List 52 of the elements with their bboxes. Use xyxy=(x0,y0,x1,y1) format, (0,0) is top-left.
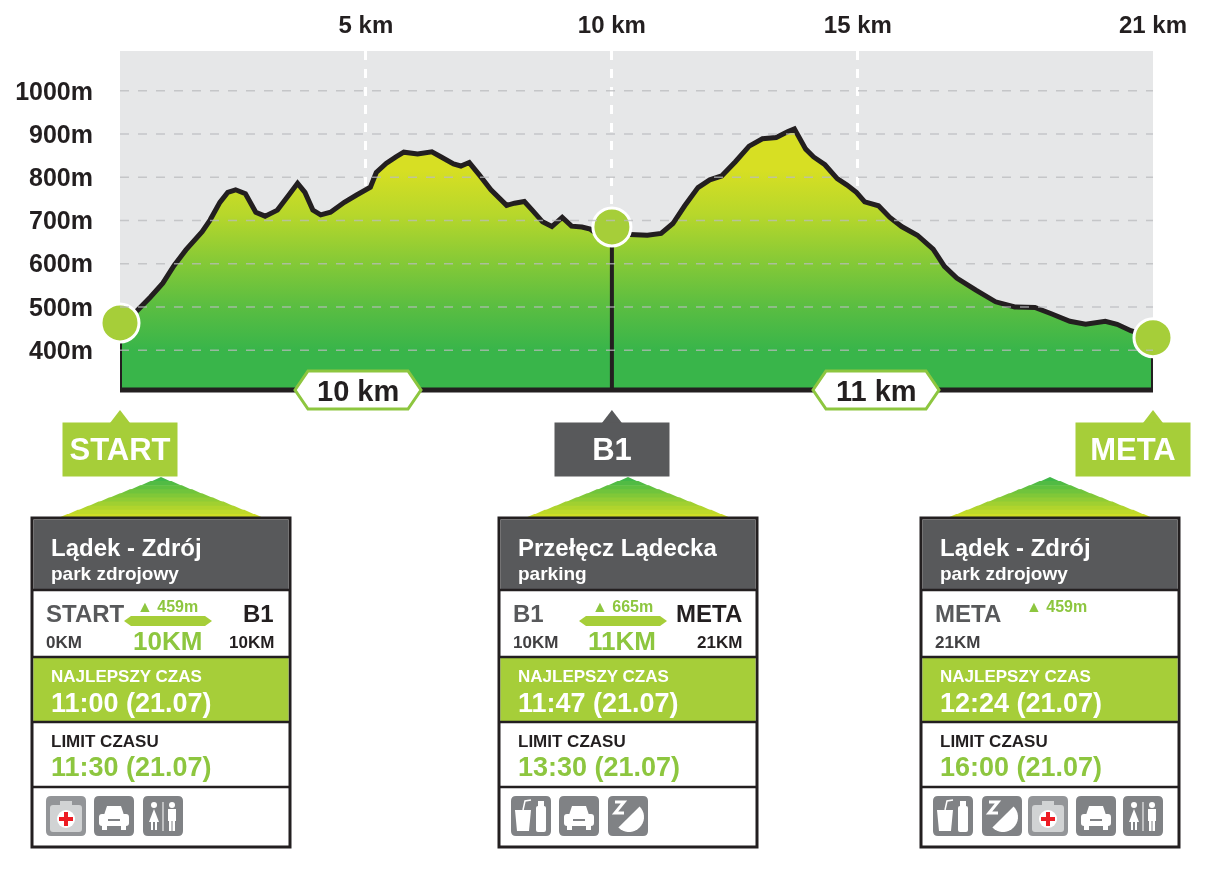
text: 10KM xyxy=(513,633,559,652)
text: Lądek - Zdrój xyxy=(940,534,1091,561)
point xyxy=(591,206,633,248)
text: 11:30 (21.07) xyxy=(51,752,212,782)
text: NAJLEPSZY CZAS xyxy=(51,667,202,686)
x-tick-label: 5 km xyxy=(338,11,394,39)
text: 21KM xyxy=(697,633,743,652)
y-tick-label: 1000m xyxy=(15,76,93,105)
text: NAJLEPSZY CZAS xyxy=(518,667,669,686)
y-tick-label: 700m xyxy=(29,206,93,235)
text: 11:00 (21.07) xyxy=(51,688,212,718)
text: ▲ 459m xyxy=(1026,598,1088,615)
text: Lądek - Zdrój xyxy=(51,534,202,561)
text: LIMIT CZASU xyxy=(518,732,626,751)
annotation: 10 km xyxy=(317,375,400,407)
text: 11:47 (21.07) xyxy=(518,688,679,718)
text: 16:00 (21.07) xyxy=(940,752,1103,782)
text: 21KM xyxy=(935,633,981,652)
text: LIMIT CZASU xyxy=(51,732,159,751)
x-tick-label: 21 km xyxy=(1118,11,1188,39)
text: 0KM xyxy=(46,633,82,652)
text: B1 xyxy=(513,600,544,627)
text: META xyxy=(1090,432,1176,467)
text: park zdrojowy xyxy=(940,563,1069,584)
text: NAJLEPSZY CZAS xyxy=(940,667,1091,686)
x-tick-label: 15 km xyxy=(823,11,892,39)
text: START xyxy=(69,432,171,467)
text: 12:24 (21.07) xyxy=(940,688,1103,718)
text: park zdrojowy xyxy=(51,563,180,584)
text: START xyxy=(46,600,125,627)
text: ▲ 459m xyxy=(137,598,199,615)
y-tick-label: 800m xyxy=(29,163,93,192)
point xyxy=(99,302,141,344)
point xyxy=(1132,317,1174,359)
text: 10KM xyxy=(133,626,203,656)
text: B1 xyxy=(243,600,274,627)
text: LIMIT CZASU xyxy=(940,732,1048,751)
x-tick-label: 10 km xyxy=(577,11,646,39)
text: Przełęcz Lądecka xyxy=(518,534,718,561)
y-tick-label: 400m xyxy=(29,335,93,364)
annotation: 11 km xyxy=(836,375,917,407)
text: 10KM xyxy=(229,633,275,652)
y-tick-label: 600m xyxy=(29,249,93,278)
text: META xyxy=(935,600,1002,627)
y-tick-label: 900m xyxy=(29,119,93,148)
text: B1 xyxy=(592,432,632,467)
text: ▲ 665m xyxy=(592,598,654,615)
text: 11KM xyxy=(588,626,656,656)
y-tick-label: 500m xyxy=(29,292,93,321)
text: parking xyxy=(518,563,587,584)
text: META xyxy=(676,600,743,627)
text: 13:30 (21.07) xyxy=(518,752,681,782)
